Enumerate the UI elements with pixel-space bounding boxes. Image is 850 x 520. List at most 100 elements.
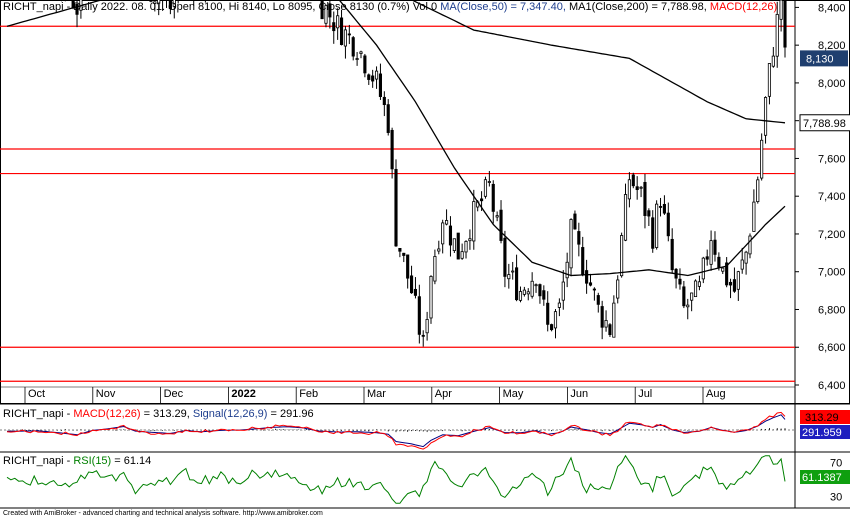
candle-body (585, 270, 589, 284)
candle-body (682, 286, 686, 307)
candle-body (511, 270, 515, 273)
ma200-line (6, 0, 786, 124)
candle-body (406, 254, 410, 279)
candle-body (429, 276, 433, 319)
price-axis-label: 8,400 (818, 2, 846, 14)
candle-body (172, 0, 176, 7)
candle-body (386, 104, 390, 133)
rsi-line (6, 454, 786, 504)
candle-body (149, 0, 153, 2)
signal-value-box (800, 425, 850, 439)
candle-body (705, 256, 709, 260)
candle-body (623, 194, 628, 241)
macd-value-text: 313.29 (805, 412, 839, 424)
candle-body (324, 5, 328, 24)
rsi-value-box (800, 470, 850, 484)
candle-body (437, 248, 441, 252)
candle-body (75, 4, 79, 15)
x-axis-month-label: Dec (164, 388, 184, 400)
candle-body (701, 257, 705, 280)
candle-body (592, 288, 596, 291)
macd-line (6, 411, 786, 450)
candle-body (464, 241, 468, 253)
candle-body (448, 225, 453, 246)
signal-header-label: Signal(12,26,9) (192, 408, 268, 420)
candle-body (678, 278, 682, 285)
candle-body (550, 324, 554, 331)
candle-body (425, 319, 429, 334)
candle-body (771, 55, 775, 67)
x-axis-month-label: Apr (435, 388, 452, 400)
rsi-header-label: RSI(15) (73, 455, 112, 467)
x-axis-month-label: Aug (706, 388, 726, 400)
macd-header-label: MACD(12,26) (73, 408, 141, 420)
rsi-axis-label: 70 (830, 458, 842, 470)
candle-body (577, 231, 581, 245)
price-axis-label: 6,600 (818, 342, 846, 354)
price-pane-frame (0, 0, 850, 404)
candle-body (620, 235, 624, 277)
candle-body (487, 181, 491, 183)
candle-body (721, 267, 725, 272)
candle-body (736, 271, 740, 290)
x-axis-month-label: May (503, 388, 524, 400)
candle-body (355, 58, 359, 60)
candle-body (374, 70, 379, 80)
candle-body (635, 186, 639, 191)
candle-body (402, 252, 406, 256)
candle-body (631, 174, 635, 187)
candle-body (553, 311, 558, 329)
candle-body (483, 179, 488, 197)
candle-body (709, 240, 713, 265)
price-axis-label: 7,200 (818, 229, 846, 241)
candle-body (655, 203, 659, 248)
ma50-line (338, 0, 786, 277)
candle-body (542, 290, 546, 300)
price-axis-label: 8,000 (818, 78, 846, 90)
candle-body (452, 238, 456, 252)
candle-body (526, 291, 530, 295)
candle-body (767, 63, 772, 97)
candle-body (359, 51, 363, 54)
candle-body (748, 235, 752, 255)
candle-body (612, 302, 616, 338)
candle-body (445, 220, 449, 225)
candle-body (343, 29, 347, 47)
x-axis-month-label: Jun (570, 388, 588, 400)
rsi-header-value: = 61.14 (111, 455, 152, 467)
candle-body (468, 238, 472, 242)
x-axis-month-label: Jul (638, 388, 652, 400)
candle-body (647, 210, 651, 217)
candle-body (371, 75, 375, 82)
candle-body (565, 261, 569, 279)
candle-body (413, 288, 418, 296)
candle-body (725, 262, 729, 286)
candle-body (351, 37, 355, 57)
candle-body (530, 280, 534, 297)
candle-body (378, 73, 383, 97)
candle-body (666, 212, 670, 237)
candle-body (398, 247, 402, 252)
rsi-header-sep: - (63, 455, 74, 467)
candle-body (328, 3, 332, 18)
x-axis-month-label: Feb (299, 388, 318, 400)
candle-body (600, 306, 604, 328)
candle-body (728, 281, 733, 286)
candle-body (433, 256, 437, 282)
last-price-box (800, 50, 848, 67)
candle-body (363, 55, 367, 74)
candle-body (732, 279, 736, 292)
candle-body (627, 179, 631, 200)
candle-body (153, 1, 157, 4)
header-macd: MACD(12,26) (709, 1, 778, 13)
candle-body (507, 274, 511, 280)
candle-body (515, 267, 519, 301)
header-ma50: MA(Close,50) = 7,347.40, (440, 1, 566, 13)
candle-body (581, 247, 585, 275)
price-axis-label: 7,600 (818, 153, 846, 165)
candle-body (643, 181, 647, 216)
candle-body (367, 74, 371, 80)
price-axis-label: 6,800 (818, 304, 846, 316)
footer-credit: Created with AmiBroker - advanced charti… (3, 510, 323, 517)
candle-body (538, 284, 542, 297)
